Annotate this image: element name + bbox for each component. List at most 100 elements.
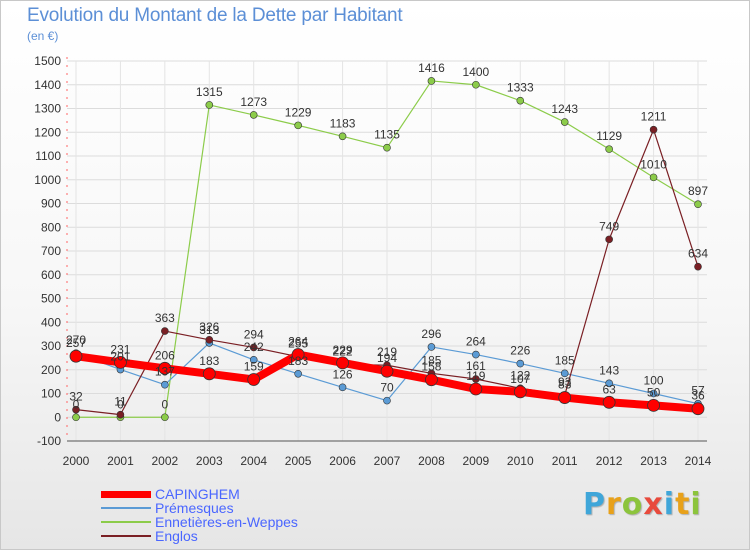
data-label: 634: [688, 247, 708, 261]
x-tick-label: 2011: [552, 454, 578, 468]
y-tick-label: 900: [41, 197, 61, 211]
y-tick-label: 600: [41, 268, 61, 282]
data-label: 313: [199, 323, 219, 337]
data-point: [247, 373, 261, 386]
data-label: 183: [199, 354, 219, 368]
data-point: [158, 361, 172, 375]
data-point: [336, 356, 349, 370]
data-label: 326: [199, 320, 219, 334]
data-point: [516, 359, 525, 368]
data-point: [427, 77, 436, 85]
data-point: [558, 391, 572, 404]
data-point: [294, 369, 302, 378]
data-point: [114, 355, 127, 369]
y-tick-label: 100: [41, 387, 61, 401]
brand-letter: t: [675, 487, 691, 522]
data-label: 1129: [596, 129, 622, 143]
grid-lines: [67, 60, 707, 442]
data-point: [472, 375, 480, 383]
data-label: 294: [244, 327, 264, 341]
legend-label: Englos: [155, 528, 198, 544]
data-label: 159: [244, 359, 264, 373]
data-label: 296: [421, 327, 441, 341]
brand-letter: P: [583, 487, 606, 522]
data-point: [116, 410, 125, 419]
data-label: 257: [66, 336, 86, 350]
data-label: 122: [510, 368, 530, 382]
data-point: [425, 373, 438, 387]
y-tick-label: 1100: [35, 149, 61, 163]
data-label: 11: [114, 395, 127, 409]
data-label: 1135: [374, 128, 400, 142]
data-label: 1416: [418, 61, 445, 75]
data-label: 93: [558, 375, 572, 389]
x-tick-label: 2012: [596, 454, 623, 468]
data-label: 201: [110, 350, 130, 364]
data-point: [383, 396, 391, 405]
data-point: [560, 369, 569, 378]
data-label: 363: [155, 311, 175, 325]
y-tick-label: 1300: [34, 102, 61, 116]
brand-letter: i: [663, 487, 676, 522]
brand-letter: x: [643, 487, 664, 522]
data-point: [472, 350, 480, 359]
data-label: 0: [117, 397, 124, 411]
y-tick-label: -100: [37, 434, 61, 448]
x-tick-label: 2010: [507, 454, 534, 468]
data-label: 194: [377, 351, 397, 365]
data-label: 83: [558, 378, 572, 392]
x-tick-label: 2001: [107, 454, 134, 468]
x-tick-label: 2003: [196, 454, 223, 468]
data-point: [427, 343, 436, 351]
data-label: 255: [288, 337, 308, 351]
data-point: [72, 413, 80, 422]
y-tick-label: 300: [41, 339, 61, 353]
data-label: 897: [688, 184, 708, 198]
y-tick-label: 1000: [34, 173, 61, 187]
data-point: [291, 348, 305, 361]
brand-letter: i: [690, 487, 702, 522]
data-point: [69, 349, 83, 363]
data-label: 226: [510, 344, 530, 358]
y-tick-label: 1500: [34, 54, 61, 68]
data-label: 185: [555, 353, 575, 367]
legend-label: Prémesques: [155, 500, 234, 516]
data-point: [516, 96, 525, 105]
data-point: [161, 327, 169, 335]
series-lines: [69, 77, 705, 422]
data-point: [161, 380, 169, 389]
data-point: [513, 385, 527, 399]
legend-swatch: [101, 521, 151, 523]
data-label: 1333: [507, 81, 534, 95]
data-label: 1273: [240, 95, 267, 109]
data-label: 161: [466, 359, 486, 373]
data-label: 185: [421, 353, 441, 367]
data-point: [694, 200, 702, 209]
data-point: [383, 143, 391, 152]
y-tick-label: 1200: [34, 125, 61, 139]
data-point: [249, 343, 258, 352]
data-point: [472, 80, 480, 89]
data-point: [72, 405, 80, 414]
data-label: 242: [244, 340, 264, 354]
chart-subtitle: (en €): [27, 29, 59, 43]
legend-swatch: [101, 491, 151, 498]
data-label: 36: [691, 389, 705, 403]
y-tick-label: 400: [41, 315, 61, 329]
data-point: [249, 355, 258, 364]
x-tick-label: 2009: [463, 454, 490, 468]
data-point: [205, 101, 214, 109]
x-tick-label: 2014: [685, 454, 712, 468]
data-label: 183: [288, 354, 308, 368]
data-label: 1010: [640, 157, 667, 171]
legend-label: Ennetières-en-Weppes: [155, 514, 298, 530]
data-point: [249, 111, 258, 119]
data-label: 158: [421, 360, 441, 374]
data-label: 0: [73, 397, 80, 411]
chart-title: Evolution du Montant de la Dette par Hab…: [27, 5, 403, 26]
data-point: [469, 382, 483, 396]
data-label: 100: [644, 374, 664, 388]
data-point: [605, 235, 613, 244]
